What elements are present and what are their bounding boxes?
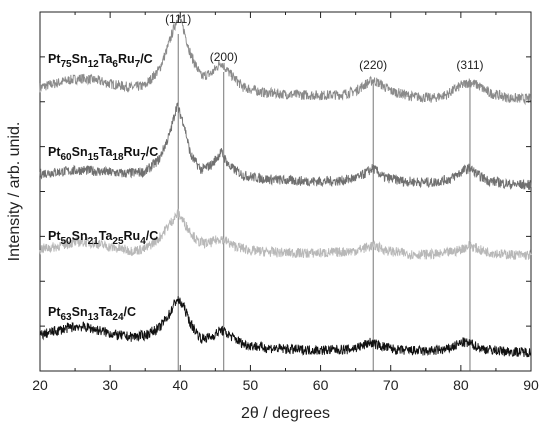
x-axis-title: 2θ / degrees [241, 405, 330, 422]
y-axis-title: Intensity / arb. unid. [6, 122, 23, 262]
reflection-lines [177, 34, 471, 371]
series-line [39, 15, 532, 106]
series-line [39, 208, 532, 260]
x-tick-label: 70 [383, 377, 399, 393]
peak-label: (311) [456, 58, 483, 72]
x-tick-label: 90 [523, 377, 539, 393]
axes: 20 30 40 50 60 70 80 90 [32, 12, 539, 393]
x-tick-label: 50 [243, 377, 259, 393]
peak-label: (200) [210, 50, 238, 64]
x-tick-label: 40 [172, 377, 188, 393]
series-label: Pt50Sn21Ta25Ru4/C [48, 229, 158, 247]
series-label: Pt75Sn12Ta6Ru7/C [48, 52, 153, 70]
x-tick-label: 30 [102, 377, 118, 393]
labels: (111) (200) (220) (311) Pt75Sn12Ta6Ru7/C Pt60… [48, 12, 484, 323]
peak-label: (220) [359, 58, 387, 72]
x-tick-label: 60 [313, 377, 329, 393]
series-line [39, 296, 532, 358]
series-label: Pt60Sn15Ta18Ru7/C [48, 145, 158, 163]
x-tick-label: 20 [32, 377, 48, 393]
x-tick-label: 80 [453, 377, 469, 393]
series-layer [39, 15, 532, 358]
series-line [39, 102, 532, 190]
series-label: Pt63Sn13Ta24/C [48, 305, 136, 323]
peak-label: (111) [165, 12, 191, 26]
